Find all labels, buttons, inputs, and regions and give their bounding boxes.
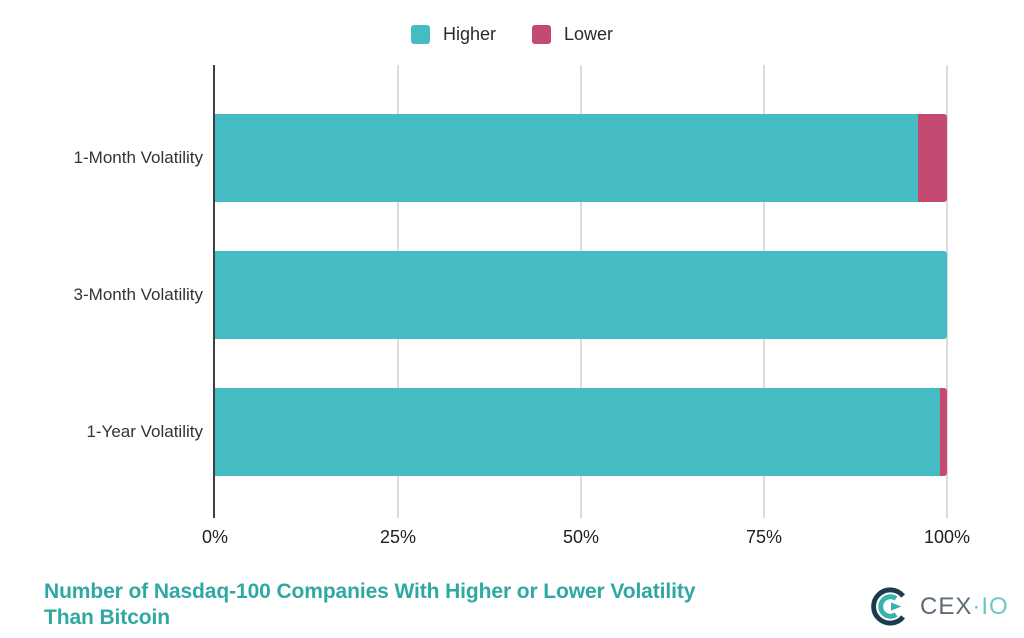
- bar-segment-lower-1-year-volatility: [939, 388, 947, 476]
- bar-1-month-volatility: [215, 114, 947, 202]
- legend-item-lower: Lower: [532, 24, 613, 45]
- bar-3-month-volatility: [215, 251, 947, 339]
- plot-area: [213, 65, 948, 518]
- bar-segment-higher-3-month-volatility: [215, 251, 947, 339]
- chart-title-line-2: Than Bitcoin: [44, 606, 170, 629]
- x-tick-label-50: 50%: [562, 527, 600, 547]
- chart-legend: Higher Lower: [0, 24, 1024, 45]
- category-label-1-year-volatility: 1-Year Volatility: [86, 422, 203, 441]
- bar-segment-higher-1-month-volatility: [215, 114, 918, 202]
- legend-item-higher: Higher: [410, 24, 496, 45]
- legend-label-lower: Lower: [564, 24, 614, 44]
- chart-title: Number of Nasdaq-100 Companies With High…: [44, 579, 695, 631]
- x-tick-label-75: 75%: [745, 527, 783, 547]
- logo-text-cex: CEX: [920, 592, 973, 620]
- x-tick-label-100: 100%: [923, 527, 971, 547]
- category-label-1-month-volatility: 1-Month Volatility: [73, 148, 203, 167]
- gridline-0: [213, 65, 215, 518]
- legend-swatch-higher: [410, 25, 430, 44]
- gridline-100: [946, 65, 948, 518]
- chart-title-line-1: Number of Nasdaq-100 Companies With High…: [44, 580, 696, 603]
- bar-segment-higher-1-year-volatility: [215, 388, 940, 476]
- x-tick-label-25: 25%: [379, 527, 417, 547]
- logo-text-dot: ·: [972, 592, 982, 620]
- x-tick-label-0: 0%: [201, 527, 229, 547]
- logo-text-io: IO: [981, 592, 1009, 620]
- legend-label-higher: Higher: [442, 24, 496, 44]
- bar-segment-lower-1-month-volatility: [917, 114, 947, 202]
- category-label-3-month-volatility: 3-Month Volatility: [73, 285, 203, 304]
- cexio-logo: CEX·IO: [869, 585, 1009, 628]
- cexio-logo-mark-icon: [871, 587, 906, 626]
- cexio-logo-text: CEX·IO: [920, 593, 1009, 621]
- bar-1-year-volatility: [215, 388, 947, 476]
- legend-swatch-lower: [532, 25, 551, 44]
